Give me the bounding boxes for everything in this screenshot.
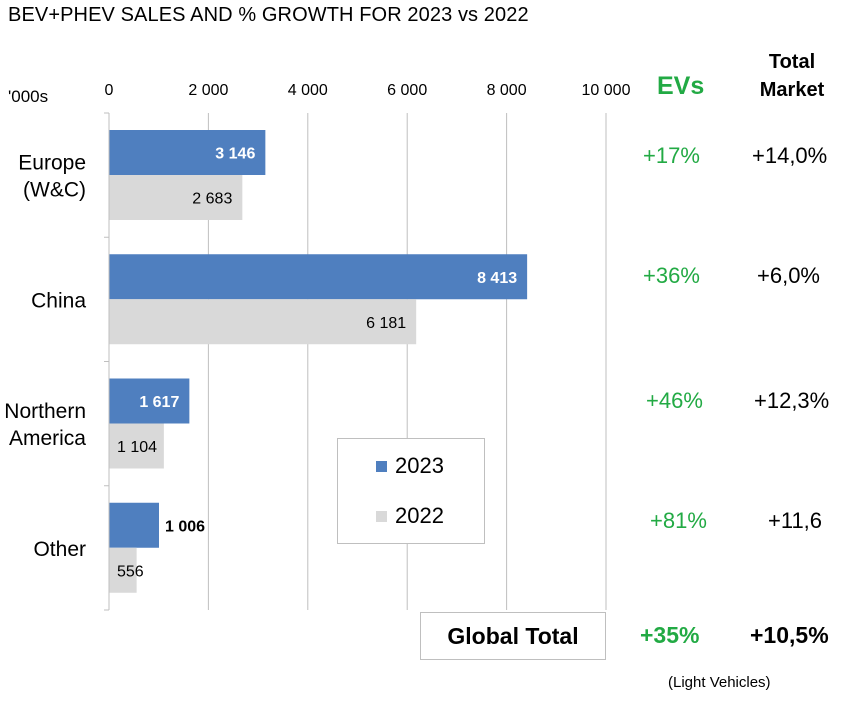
- ev-growth-2: +46%: [646, 388, 703, 413]
- x-tick-label-10000: 10 000: [582, 82, 631, 99]
- x-tick-label-6000: 6 000: [387, 82, 427, 99]
- bar-2023-2: [109, 378, 190, 424]
- bar-2022-1: [109, 299, 417, 345]
- category-label-0-0: Europe: [18, 152, 86, 175]
- bar-2023-1: [109, 254, 528, 300]
- bar-2023-0: [109, 130, 266, 175]
- evs-column-header: EVs: [657, 72, 705, 100]
- total-market-growth-2: +12,3%: [754, 388, 830, 413]
- global-total-label: Global Total: [447, 622, 579, 649]
- global-total-box: Global Total: [420, 612, 606, 660]
- total-market-column-header: Total Market: [752, 48, 832, 104]
- data-label-2023-2: 1 617: [139, 394, 179, 411]
- total-market-growth-3: +11,6: [768, 508, 823, 533]
- x-tick-label-4000: 4 000: [288, 82, 328, 99]
- ev-growth-1: +36%: [643, 263, 700, 288]
- x-tick-label-8000: 8 000: [487, 82, 527, 99]
- legend-swatch-2022: [376, 510, 387, 522]
- category-label-3-0: Other: [33, 538, 86, 561]
- total-market-header-line1: Total: [768, 51, 816, 73]
- total-market-header-line2: Market: [759, 79, 825, 101]
- legend-label-2022: 2022: [395, 503, 444, 528]
- ev-growth-3: +81%: [650, 508, 707, 533]
- category-label-2-1: America: [9, 427, 86, 450]
- total-market-growth-0: +14,0%: [752, 143, 828, 168]
- units-label: '000s: [8, 87, 49, 106]
- data-label-2022-1: 6 181: [366, 315, 406, 332]
- data-label-2023-0: 3 146: [215, 146, 255, 163]
- legend-item-2022: 2022: [376, 503, 444, 529]
- global-total-market-growth: +10,5%: [750, 622, 829, 648]
- global-ev-growth: +35%: [640, 622, 700, 648]
- bar-2022-2: [109, 423, 164, 469]
- bar-2022-0: [109, 175, 243, 220]
- legend-item-2023: 2023: [376, 453, 444, 479]
- bar-2023-3: [109, 502, 159, 548]
- data-label-2022-3: 556: [117, 563, 144, 580]
- chart-title: BEV+PHEV SALES AND % GROWTH FOR 2023 vs …: [8, 4, 529, 26]
- category-label-2-0: Northern: [4, 400, 86, 423]
- legend-swatch-2023: [376, 460, 387, 472]
- legend-label-2023: 2023: [395, 453, 444, 478]
- footnote: (Light Vehicles): [668, 674, 771, 691]
- data-label-2022-2: 1 104: [117, 439, 157, 456]
- category-label-1-0: China: [31, 289, 86, 312]
- chart-legend: 2023 2022: [337, 438, 485, 544]
- total-market-growth-1: +6,0%: [757, 263, 820, 288]
- x-tick-label-2000: 2 000: [188, 82, 228, 99]
- data-label-2023-3: 1 006: [165, 518, 205, 535]
- x-tick-label-0: 0: [105, 82, 114, 99]
- data-label-2022-0: 2 683: [192, 191, 232, 208]
- category-label-0-1: (W&C): [23, 179, 86, 202]
- ev-growth-0: +17%: [643, 143, 700, 168]
- data-label-2023-1: 8 413: [477, 270, 517, 287]
- bar-2022-3: [109, 547, 137, 593]
